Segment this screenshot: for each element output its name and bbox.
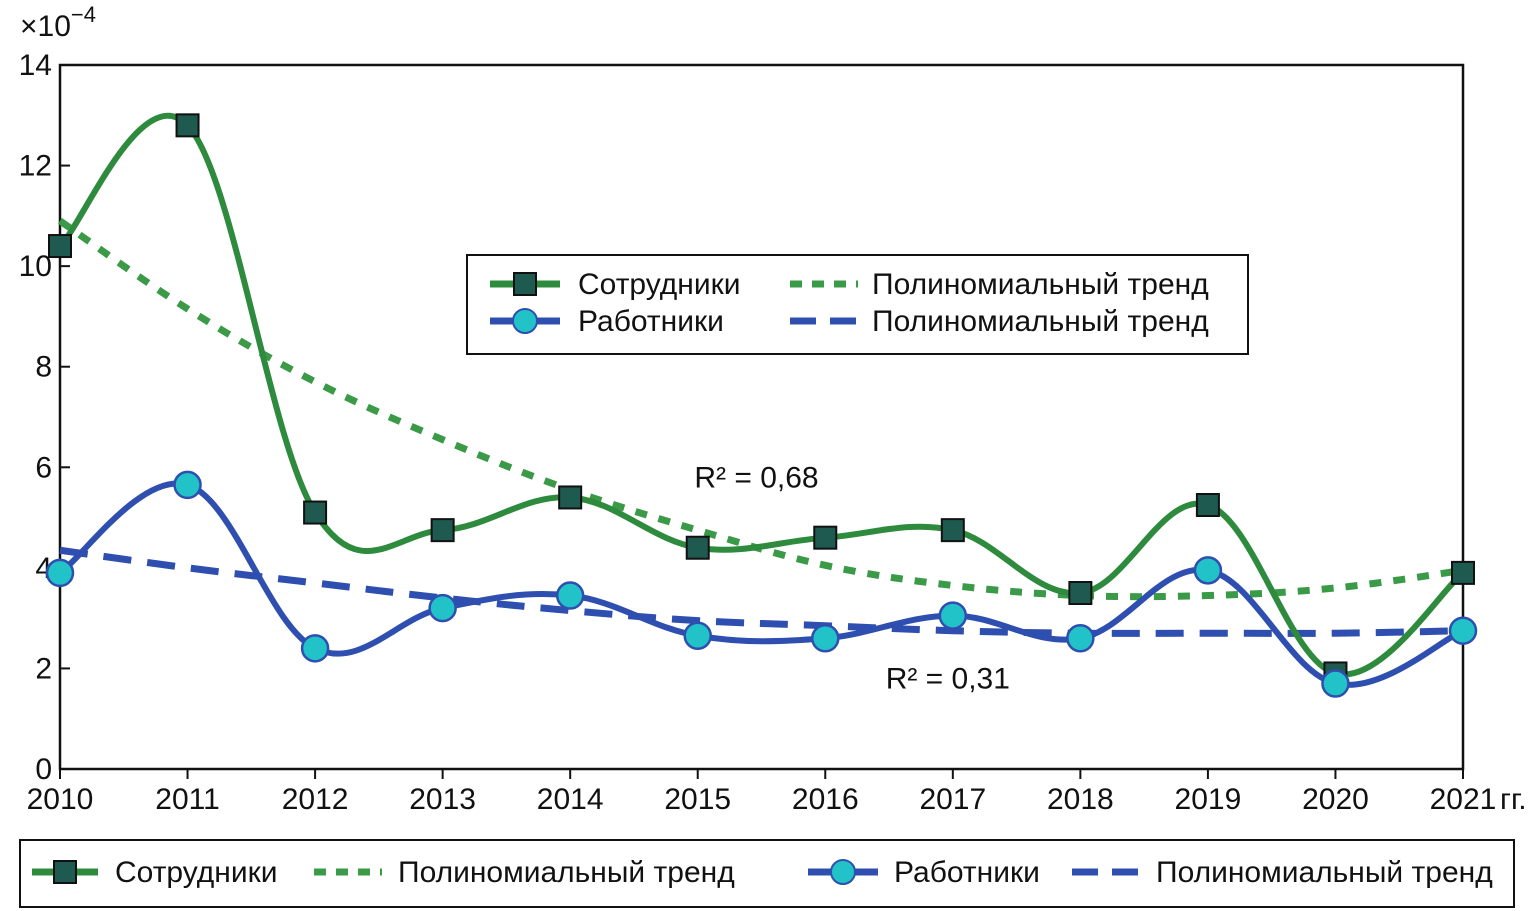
- data-point-workers: [938, 601, 968, 630]
- x-tick-label: 2013: [409, 783, 476, 816]
- x-tick-label: 2018: [1047, 783, 1114, 816]
- legend-bottom-label-employees: Сотрудники: [115, 856, 278, 889]
- x-tick-label: 2014: [537, 783, 604, 816]
- legend-bottom-label-workers-trend: Полиномиальный тренд: [1156, 856, 1493, 889]
- legend-inner: Сотрудники Полиномиальный тренд Работник…: [466, 254, 1249, 355]
- legend-inner-label-workers: Работники: [578, 305, 724, 338]
- y-tick-label: 6: [35, 451, 52, 484]
- r2-annotation-workers: R² = 0,31: [886, 662, 1010, 695]
- trend-line-workers: [59, 546, 1464, 637]
- data-point-employees: [1195, 493, 1220, 517]
- y-tick-label: 0: [35, 753, 52, 786]
- r2-annotation-employees: R² = 0,68: [694, 461, 818, 494]
- y-tick-label: 8: [35, 351, 52, 384]
- data-point-employees: [1451, 560, 1475, 585]
- x-tick-label: 2010: [27, 783, 94, 816]
- data-point-employees: [303, 500, 328, 525]
- data-point-workers: [555, 581, 585, 610]
- legend-inner-label-workers-trend: Полиномиальный тренд: [872, 305, 1209, 338]
- data-point-workers: [1066, 624, 1095, 653]
- series-lines: [57, 112, 1465, 688]
- data-point-workers: [428, 593, 457, 623]
- series-markers: [45, 113, 1478, 698]
- data-point-employees: [940, 518, 965, 543]
- x-axis: 2010 2011 2012 2013 2014 2015 2016 2017 2018 2019…: [27, 769, 1527, 816]
- legend-bottom: Сотрудники Полиномиальный тренд Работник…: [19, 839, 1515, 908]
- series-line-workers: [58, 480, 1465, 688]
- y-tick-label: 12: [19, 150, 52, 183]
- data-point-workers: [1321, 669, 1350, 698]
- legend-bottom-label-workers: Работники: [894, 856, 1040, 889]
- y-tick-label: 2: [35, 652, 52, 685]
- legend-inner-square-marker: [513, 272, 537, 296]
- plot-frame: [58, 63, 1465, 771]
- data-point-workers: [45, 558, 75, 588]
- x-axis-unit: гг.: [1500, 783, 1527, 816]
- data-point-employees: [558, 485, 583, 510]
- legend-bottom-box: [19, 839, 1515, 908]
- x-tick-label: 2012: [282, 783, 349, 816]
- x-tick-label: 2021: [1430, 783, 1497, 816]
- x-tick-label: 2016: [792, 783, 859, 816]
- data-point-employees: [1068, 581, 1093, 605]
- x-tick-label: 2015: [664, 783, 731, 816]
- legend-inner-label-employees-trend: Полиномиальный тренд: [872, 268, 1209, 301]
- data-point-employees: [813, 525, 838, 550]
- data-point-employees: [175, 113, 200, 138]
- legend-inner-box: [466, 254, 1249, 355]
- y-tick-label: 10: [19, 250, 52, 283]
- y-multiplier-base: ×10: [20, 10, 71, 43]
- y-tick-label: 14: [19, 49, 52, 82]
- x-tick-label: 2011: [155, 783, 220, 816]
- data-point-workers: [1193, 556, 1223, 585]
- x-tick-label: 2017: [919, 783, 986, 816]
- legend-bottom-label-employees-trend: Полиномиальный тренд: [398, 856, 735, 889]
- data-point-employees: [430, 518, 455, 543]
- legend-inner-label-employees: Сотрудники: [578, 268, 741, 301]
- data-point-employees: [48, 234, 72, 259]
- legend-inner-circle-marker: [512, 308, 538, 334]
- legend-bottom-circle-marker: [830, 859, 856, 885]
- legend-bottom-square-marker: [53, 860, 77, 884]
- y-multiplier-label: ×10−4: [20, 2, 96, 43]
- data-point-workers: [811, 624, 840, 653]
- x-tick-label: 2020: [1302, 783, 1369, 816]
- data-point-workers: [300, 634, 330, 663]
- y-multiplier-exponent: −4: [71, 2, 96, 27]
- data-point-workers: [683, 621, 712, 650]
- x-tick-label: 2019: [1175, 783, 1242, 816]
- data-point-workers: [1448, 616, 1478, 645]
- series-line-employees: [57, 112, 1465, 678]
- data-point-workers: [173, 470, 202, 500]
- data-point-employees: [685, 535, 710, 560]
